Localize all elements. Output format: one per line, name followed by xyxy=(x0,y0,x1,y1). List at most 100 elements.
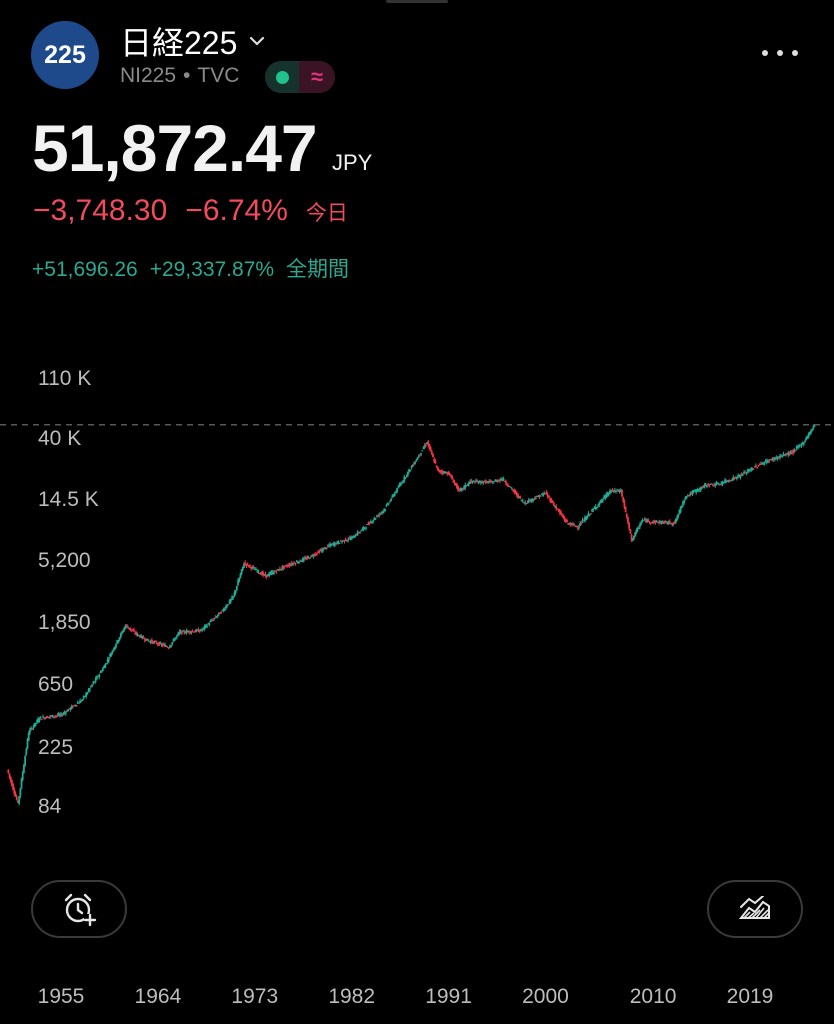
change-value: −3,748.30 xyxy=(33,194,168,227)
candle-body xyxy=(813,425,816,427)
chart-type-button[interactable] xyxy=(707,880,803,938)
y-tick-label: 40 K xyxy=(38,427,82,451)
candle-body xyxy=(288,564,291,566)
candle-body xyxy=(91,684,94,687)
candle-body xyxy=(206,625,208,628)
candle-body xyxy=(298,561,300,563)
candle-body xyxy=(683,500,686,503)
candle-body xyxy=(246,563,249,565)
logo-text: 225 xyxy=(44,40,86,69)
candle-body xyxy=(207,623,210,625)
symbol-title[interactable]: 日経225 xyxy=(120,18,267,64)
candle-body xyxy=(125,624,128,626)
candle-body xyxy=(660,522,663,524)
candle-body xyxy=(723,480,726,482)
candle-body xyxy=(341,541,344,543)
candle-body xyxy=(7,769,10,774)
candle-body xyxy=(462,488,464,490)
candle-body xyxy=(808,431,811,434)
candle-body xyxy=(107,658,110,661)
candle-body xyxy=(311,555,314,557)
candle-body xyxy=(63,712,66,714)
market-status-pills[interactable]: ≈ xyxy=(265,61,335,93)
candle-body xyxy=(438,470,440,472)
candle-body xyxy=(633,535,635,540)
sheet-handle[interactable] xyxy=(386,0,448,3)
candle-body xyxy=(784,454,787,456)
candle-body xyxy=(418,454,421,456)
candle-body xyxy=(712,484,714,486)
candle-body xyxy=(338,542,341,544)
symbol-code: NI225 xyxy=(120,64,177,87)
candle-body xyxy=(44,717,47,719)
candle-body xyxy=(595,507,598,509)
candle-body xyxy=(744,472,747,474)
candle-body xyxy=(439,470,442,473)
candle-body xyxy=(503,480,506,482)
candle-body xyxy=(612,490,615,492)
candle-body xyxy=(128,627,131,629)
candle-body xyxy=(750,468,753,471)
candle-body xyxy=(477,482,480,484)
candle-body xyxy=(296,562,299,564)
candle-body xyxy=(396,487,399,493)
candle-body xyxy=(67,709,70,712)
candle-body xyxy=(470,480,473,482)
candle-body xyxy=(33,722,36,727)
candle-body xyxy=(255,568,257,570)
candle-body xyxy=(360,530,363,532)
candle-body xyxy=(688,495,690,497)
candle-body xyxy=(289,564,292,566)
candle-body xyxy=(707,483,710,486)
candle-body xyxy=(286,566,288,568)
candle-body xyxy=(627,517,629,524)
candle-body xyxy=(57,713,60,716)
candle-body xyxy=(622,496,625,502)
candle-body xyxy=(532,498,535,500)
candle-body xyxy=(524,502,527,504)
candle-body xyxy=(141,636,144,638)
candle-body xyxy=(134,632,137,634)
candle-body xyxy=(732,477,735,481)
candle-body xyxy=(99,671,102,673)
candle-body xyxy=(90,686,92,688)
candle-body xyxy=(646,519,649,522)
candle-body xyxy=(649,522,652,524)
x-tick-label: 1955 xyxy=(37,985,85,1008)
candle-body xyxy=(749,469,751,472)
candle-body xyxy=(342,540,345,542)
candle-body xyxy=(153,641,156,643)
candle-body xyxy=(737,475,739,477)
candle-body xyxy=(210,620,213,622)
candle-body xyxy=(146,638,149,641)
x-tick-label: 2019 xyxy=(726,985,774,1008)
candle-body xyxy=(444,472,446,474)
candle-body xyxy=(427,441,430,445)
candle-body xyxy=(715,483,718,485)
candle-body xyxy=(195,629,198,632)
candle-body xyxy=(121,631,123,634)
candle-body xyxy=(105,663,108,665)
candle-body xyxy=(408,469,410,472)
candle-body xyxy=(761,463,763,465)
candle-body xyxy=(265,575,268,577)
candle-body xyxy=(566,519,568,523)
candle-body xyxy=(256,570,259,572)
candle-body xyxy=(101,668,104,671)
candle-body xyxy=(131,630,134,632)
add-alert-button[interactable] xyxy=(31,880,127,938)
candle-body xyxy=(390,498,393,501)
candle-body xyxy=(678,510,681,513)
candle-body xyxy=(267,574,269,577)
candle-body xyxy=(710,483,713,485)
price-series xyxy=(7,424,816,806)
candle-body xyxy=(550,499,553,503)
more-icon[interactable] xyxy=(762,38,798,68)
candle-body xyxy=(17,801,19,803)
candle-body xyxy=(670,523,672,525)
candle-body xyxy=(310,555,312,558)
candle-body xyxy=(575,526,578,528)
candle-body xyxy=(385,505,388,507)
candle-body xyxy=(237,580,239,586)
